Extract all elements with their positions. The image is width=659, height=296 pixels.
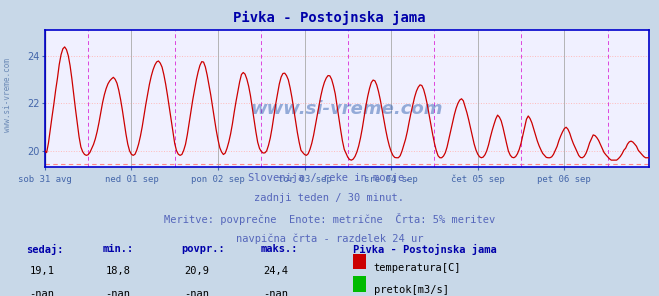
Text: -nan: -nan <box>264 289 289 296</box>
Text: 19,1: 19,1 <box>30 266 55 276</box>
Text: 18,8: 18,8 <box>105 266 130 276</box>
Text: maks.:: maks.: <box>260 244 298 254</box>
Text: min.:: min.: <box>102 244 133 254</box>
Text: sedaj:: sedaj: <box>26 244 64 255</box>
Text: www.si-vreme.com: www.si-vreme.com <box>3 58 13 132</box>
Text: -nan: -nan <box>185 289 210 296</box>
Text: Pivka - Postojnska jama: Pivka - Postojnska jama <box>353 244 496 255</box>
Text: pretok[m3/s]: pretok[m3/s] <box>374 285 449 295</box>
Text: temperatura[C]: temperatura[C] <box>374 263 461 273</box>
Text: 20,9: 20,9 <box>185 266 210 276</box>
Text: Pivka - Postojnska jama: Pivka - Postojnska jama <box>233 10 426 25</box>
Text: -nan: -nan <box>105 289 130 296</box>
Text: Slovenija / reke in morje.: Slovenija / reke in morje. <box>248 173 411 183</box>
Text: www.si-vreme.com: www.si-vreme.com <box>250 100 444 118</box>
Text: navpična črta - razdelek 24 ur: navpična črta - razdelek 24 ur <box>236 234 423 244</box>
Text: Meritve: povprečne  Enote: metrične  Črta: 5% meritev: Meritve: povprečne Enote: metrične Črta:… <box>164 213 495 226</box>
Text: zadnji teden / 30 minut.: zadnji teden / 30 minut. <box>254 193 405 203</box>
Text: -nan: -nan <box>30 289 55 296</box>
Text: povpr.:: povpr.: <box>181 244 225 254</box>
Text: 24,4: 24,4 <box>264 266 289 276</box>
